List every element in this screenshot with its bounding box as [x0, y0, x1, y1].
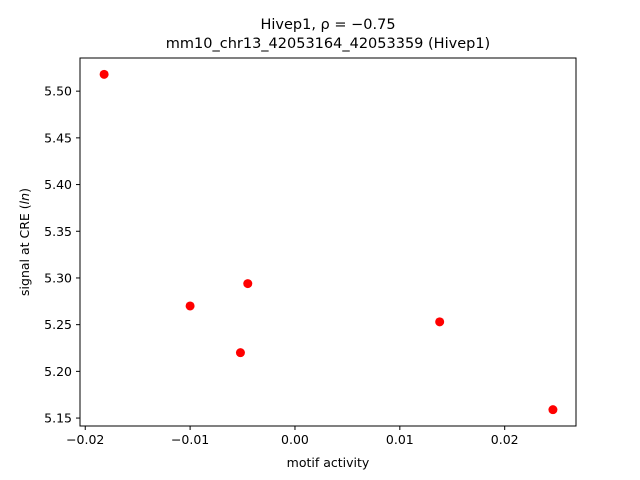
y-tick-label: 5.25: [44, 317, 72, 332]
x-tick-label: 0.00: [281, 432, 309, 447]
y-tick-label: 5.30: [44, 270, 72, 285]
data-point: [235, 348, 245, 358]
chart-subtitle: mm10_chr13_42053164_42053359 (Hivep1): [166, 36, 490, 52]
y-axis: 5.15 5.20 5.25 5.30 5.35 5.40 5.45 5.50: [44, 84, 80, 426]
y-tick-label: 5.20: [44, 364, 72, 379]
plot-area: [79, 57, 577, 427]
y-tick-label: 5.35: [44, 224, 72, 239]
x-tick-label: −0.02: [66, 432, 104, 447]
data-point: [435, 317, 445, 327]
y-tick-label: 5.40: [44, 177, 72, 192]
y-tick-label: 5.15: [44, 411, 72, 426]
data-points: [99, 69, 558, 415]
y-tick-label: 5.45: [44, 130, 72, 145]
y-axis-label: signal at CRE (ln): [17, 188, 32, 296]
x-axis: −0.02 −0.01 0.00 0.01 0.02: [66, 426, 519, 447]
data-point: [243, 279, 253, 289]
x-tick-label: 0.02: [491, 432, 519, 447]
y-tick-label: 5.50: [44, 84, 72, 99]
x-tick-label: 0.01: [386, 432, 414, 447]
x-axis-label: motif activity: [287, 455, 370, 470]
chart-title-group: Hivep1, ρ = −0.75 mm10_chr13_42053164_42…: [166, 17, 490, 52]
chart-title: Hivep1, ρ = −0.75: [260, 17, 395, 33]
x-tick-label: −0.01: [171, 432, 209, 447]
data-point: [185, 301, 195, 311]
data-point: [99, 69, 109, 79]
data-point: [548, 405, 558, 415]
